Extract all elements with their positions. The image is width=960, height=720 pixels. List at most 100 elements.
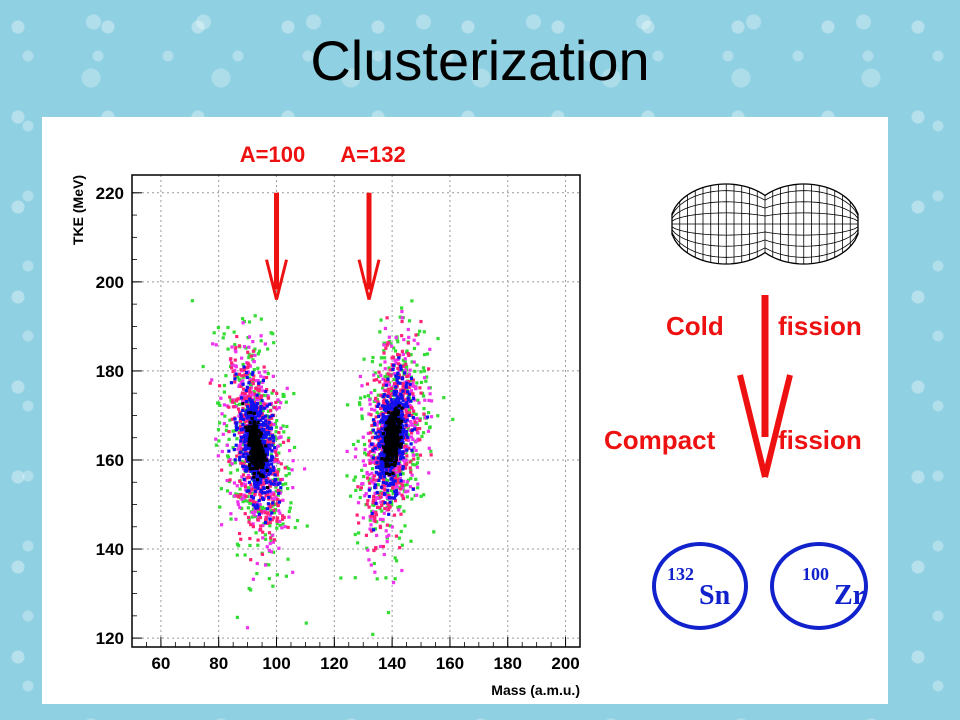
- scatter-point: [250, 515, 254, 519]
- scatter-point: [246, 350, 250, 354]
- scatter-point: [246, 365, 250, 370]
- scatter-point: [345, 449, 349, 454]
- scatter-point: [363, 442, 367, 447]
- scatter-point: [411, 396, 415, 400]
- scatter-point: [436, 336, 440, 341]
- scatter-point: [352, 478, 356, 482]
- scatter-point: [405, 418, 409, 422]
- scatter-point: [364, 453, 369, 457]
- scatter-point: [259, 524, 263, 528]
- scatter-point: [371, 501, 375, 505]
- scatter-point: [397, 417, 401, 422]
- scatter-point: [390, 405, 394, 409]
- scatter-point: [256, 543, 260, 547]
- scatter-point: [239, 537, 243, 541]
- scatter-point: [245, 415, 249, 419]
- scatter-point: [402, 429, 406, 433]
- scatter-point: [382, 475, 387, 479]
- scatter-point: [245, 370, 249, 375]
- scatter-point: [240, 506, 244, 511]
- scatter-point: [395, 559, 399, 563]
- scatter-point: [361, 459, 365, 463]
- scatter-point: [240, 447, 244, 451]
- scatter-point: [398, 468, 402, 473]
- scatter-point: [259, 404, 263, 409]
- scatter-point: [259, 469, 263, 473]
- scatter-point: [416, 342, 420, 346]
- scatter-point: [357, 521, 361, 525]
- scatter-point: [238, 419, 243, 423]
- scatter-point: [395, 472, 399, 476]
- scatter-point: [380, 457, 384, 461]
- scatter-point: [384, 440, 389, 445]
- scatter-point: [237, 458, 242, 462]
- scatter-point: [247, 455, 251, 459]
- scatter-point: [247, 381, 251, 385]
- scatter-point: [370, 430, 374, 434]
- scatter-point: [258, 492, 262, 496]
- scatter-point: [279, 478, 283, 482]
- scatter-point: [268, 439, 272, 444]
- scatter-point: [256, 486, 260, 490]
- scatter-point: [363, 451, 367, 455]
- scatter-point: [244, 399, 249, 404]
- scatter-point: [239, 414, 243, 418]
- scatter-point: [422, 330, 426, 334]
- scatter-point: [406, 404, 410, 409]
- scatter-point: [267, 473, 271, 477]
- scatter-point: [361, 435, 365, 439]
- scatter-point: [235, 421, 239, 425]
- shape-parallel: [671, 190, 859, 216]
- scatter-point: [385, 444, 389, 448]
- scatter-point: [240, 497, 244, 501]
- scatter-point: [262, 436, 266, 440]
- scatter-point: [387, 410, 391, 415]
- scatter-point: [375, 410, 379, 414]
- scatter-point: [400, 411, 405, 415]
- scatter-point: [212, 331, 216, 335]
- scatter-point: [400, 429, 404, 433]
- scatter-point: [383, 326, 388, 331]
- fragment-circle-sn: [652, 542, 748, 630]
- scatter-point: [220, 449, 224, 454]
- scatter-point: [272, 445, 277, 450]
- scatter-point: [385, 502, 390, 506]
- scatter-point: [261, 470, 265, 474]
- scatter-point: [414, 477, 418, 481]
- scatter-point: [395, 470, 399, 475]
- scatter-point: [259, 394, 264, 398]
- scatter-point: [366, 431, 370, 435]
- scatter-point: [233, 417, 237, 421]
- scatter-point: [422, 493, 426, 497]
- scatter-point: [399, 396, 403, 400]
- scatter-point: [382, 343, 386, 347]
- scatter-point: [415, 453, 419, 457]
- scatter-point: [394, 444, 398, 448]
- scatter-point: [241, 402, 245, 406]
- scatter-point: [281, 522, 285, 526]
- scatter-point: [416, 482, 420, 486]
- scatter-point: [247, 363, 251, 367]
- scatter-point: [233, 380, 237, 384]
- scatter-point: [234, 346, 238, 350]
- scatter-point: [216, 454, 220, 458]
- scatter-point: [407, 372, 412, 376]
- scatter-point: [255, 503, 259, 507]
- scatter-point: [231, 429, 235, 433]
- scatter-point: [417, 401, 421, 405]
- scatter-point: [419, 391, 423, 395]
- scatter-point: [256, 518, 260, 522]
- scatter-point: [236, 397, 240, 401]
- scatter-point: [401, 387, 405, 391]
- scatter-point: [400, 349, 405, 353]
- scatter-point: [376, 435, 381, 439]
- scatter-point: [381, 500, 385, 504]
- scatter-point: [284, 400, 288, 404]
- scatter-point: [247, 407, 252, 411]
- scatter-point: [225, 489, 230, 493]
- scatter-point: [419, 370, 423, 374]
- scatter-point: [257, 387, 261, 391]
- scatter-point: [278, 443, 282, 447]
- scatter-point: [242, 467, 246, 471]
- scatter-point: [239, 428, 244, 432]
